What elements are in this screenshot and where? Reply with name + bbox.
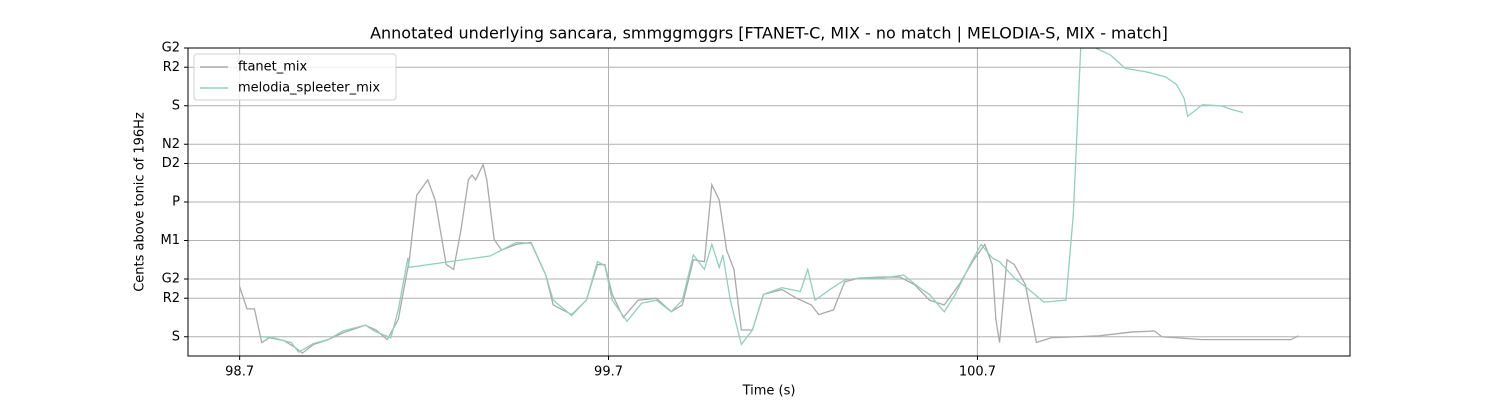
- chart-title: Annotated underlying sancara, smmggmggrs…: [370, 24, 1168, 43]
- data-line: [261, 48, 1244, 354]
- y-tick-label: N2: [162, 137, 180, 152]
- legend-label: ftanet_mix: [238, 60, 308, 75]
- y-tick-label: R2: [163, 291, 180, 306]
- y-tick-label: M1: [161, 233, 181, 248]
- y-tick-label: R2: [163, 60, 180, 75]
- x-tick-label: 100.7: [959, 365, 996, 380]
- legend-box: [193, 53, 397, 101]
- legend-label: melodia_spleeter_mix: [238, 81, 380, 96]
- y-tick-label: D2: [162, 156, 180, 171]
- y-tick-label: S: [172, 98, 180, 113]
- plot-frame: [187, 47, 1351, 357]
- x-axis-label: Time (s): [742, 384, 796, 399]
- y-axis-label: Cents above tonic of 196Hz: [133, 112, 148, 292]
- y-tick-label: S: [172, 329, 180, 344]
- x-tick-label: 98.7: [225, 365, 254, 380]
- data-line: [239, 162, 1299, 354]
- y-tick-label: G2: [162, 41, 180, 56]
- y-tick-label: G2: [162, 272, 180, 287]
- y-tick-label: P: [172, 195, 180, 210]
- plot-lines: [239, 48, 1299, 354]
- x-tick-label: 99.7: [594, 365, 623, 380]
